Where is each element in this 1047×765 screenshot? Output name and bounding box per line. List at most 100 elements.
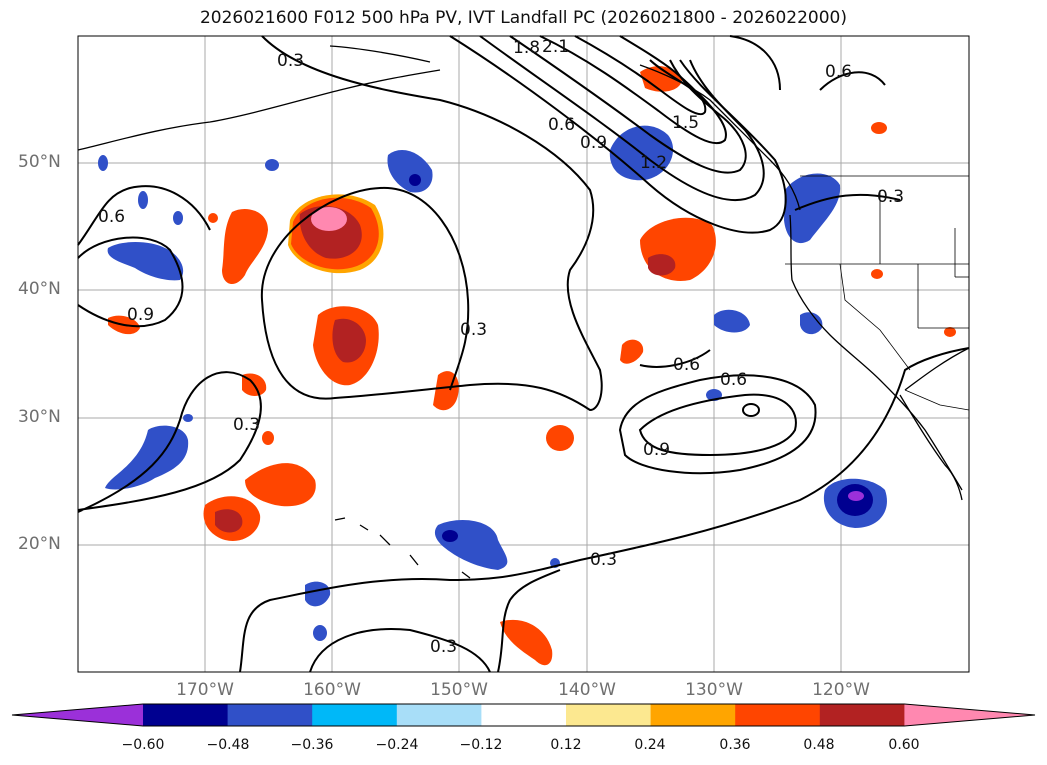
contour-1.5 xyxy=(509,35,747,174)
alaska-coast xyxy=(329,45,431,63)
negative-patch xyxy=(183,414,193,422)
pv-contours xyxy=(77,35,970,673)
coastlines xyxy=(77,45,970,579)
negative-patch xyxy=(138,191,148,209)
negative-patch xyxy=(313,625,327,641)
colorbar-tick: 0.36 xyxy=(719,737,751,753)
contour-0.6 xyxy=(77,185,211,246)
contour-label: 0.6 xyxy=(98,207,125,227)
contour-label: 0.6 xyxy=(720,370,747,390)
negative-patch xyxy=(784,173,841,244)
contour-label: 0.9 xyxy=(580,133,607,153)
colorbar-tick: −0.24 xyxy=(375,737,419,753)
contour-label: 0.3 xyxy=(877,187,904,207)
contour-label: 0.6 xyxy=(825,62,852,82)
contour-0.3 xyxy=(260,35,603,412)
contour-0.3 xyxy=(239,347,970,673)
colorbar-segment xyxy=(227,704,313,726)
contour-label: 0.3 xyxy=(460,320,487,340)
contour-0.9 xyxy=(449,35,787,234)
contour-0.3 xyxy=(77,371,262,513)
contour-0.9 xyxy=(638,393,797,457)
lon-label: 140°W xyxy=(558,680,616,700)
positive-patch xyxy=(500,619,553,666)
positive-patch xyxy=(215,509,243,533)
baja-coast xyxy=(899,394,963,501)
colorbar-extend-low xyxy=(12,704,143,726)
negative-patch xyxy=(105,425,189,490)
positive-patch xyxy=(640,66,682,92)
colorbar-segment xyxy=(566,704,652,726)
contour-0.6 xyxy=(794,193,901,211)
contour-label: 0.3 xyxy=(430,637,457,657)
positive-patch xyxy=(311,207,347,231)
colorbar-tick: −0.60 xyxy=(121,737,165,753)
alaska-coast xyxy=(77,69,441,151)
contour-label: 1.8 xyxy=(513,38,540,58)
positive-patch xyxy=(332,318,366,363)
negative-patch xyxy=(265,159,279,171)
political-boundaries xyxy=(785,175,970,411)
contour-label: 0.6 xyxy=(673,355,700,375)
negative-anomaly-patches xyxy=(98,125,887,641)
contour-labels: 0.3 0.6 0.9 0.3 0.3 0.6 0.9 1.2 1.5 1.8 … xyxy=(98,37,904,657)
colorbar-segment xyxy=(312,704,398,726)
colorbar-tick: 0.60 xyxy=(888,737,920,753)
contour-0.3 xyxy=(497,569,561,673)
contour-0.6 xyxy=(639,349,711,368)
contour-1.8 xyxy=(539,35,727,145)
lon-label: 130°W xyxy=(685,680,743,700)
positive-patch xyxy=(871,122,887,134)
contour-label: 1.2 xyxy=(640,153,667,173)
colorbar-segment xyxy=(143,704,229,726)
contour-1.2 xyxy=(479,35,765,202)
lon-label: 170°W xyxy=(176,680,234,700)
negative-patch xyxy=(714,309,750,333)
positive-patch xyxy=(262,431,274,445)
bc-coast xyxy=(639,64,801,211)
negative-patch xyxy=(305,581,331,607)
contour-label: 0.3 xyxy=(590,550,617,570)
positive-patch xyxy=(620,339,644,364)
negative-patch xyxy=(107,242,184,281)
negative-patch xyxy=(800,312,823,335)
positive-anomaly-patches xyxy=(108,66,956,666)
colorbar-extend-high xyxy=(904,704,1035,726)
lon-label: 160°W xyxy=(303,680,361,700)
colorbar-tick: −0.36 xyxy=(290,737,334,753)
contour-label: 1.5 xyxy=(672,113,699,133)
negative-patch xyxy=(98,155,108,171)
contour-0.6 xyxy=(819,71,886,91)
contour-label: 2.1 xyxy=(542,37,569,57)
contour-2.1 xyxy=(574,35,707,116)
mexico-coast xyxy=(904,347,970,391)
contour-label: 0.6 xyxy=(548,115,575,135)
contour-label: 0.9 xyxy=(127,305,154,325)
negative-patch xyxy=(173,211,183,225)
negative-patch xyxy=(409,174,421,186)
contour-1.2 xyxy=(742,403,760,417)
lon-label: 150°W xyxy=(430,680,488,700)
lat-label: 50°N xyxy=(18,152,61,172)
negative-patch xyxy=(442,530,458,542)
positive-patch xyxy=(222,209,268,285)
contour-label: 0.3 xyxy=(277,51,304,71)
negative-patch xyxy=(387,150,433,193)
colorbar-segment xyxy=(819,704,905,726)
colorbar-tick: 0.48 xyxy=(803,737,835,753)
colorbar-tick: −0.48 xyxy=(206,737,250,753)
positive-patch xyxy=(546,425,574,451)
colorbar-segment xyxy=(650,704,736,726)
colorbar-tick: −0.12 xyxy=(459,737,503,753)
colorbar-segment xyxy=(481,704,567,726)
lat-label: 40°N xyxy=(18,279,61,299)
positive-patch xyxy=(208,213,218,223)
positive-patch xyxy=(871,269,883,279)
positive-patch xyxy=(648,254,676,276)
negative-patch xyxy=(848,491,864,501)
map-frame xyxy=(77,35,970,673)
contour-0.6 xyxy=(618,374,817,475)
colorbar-outline xyxy=(11,703,1036,727)
contour-label: 0.9 xyxy=(643,440,670,460)
